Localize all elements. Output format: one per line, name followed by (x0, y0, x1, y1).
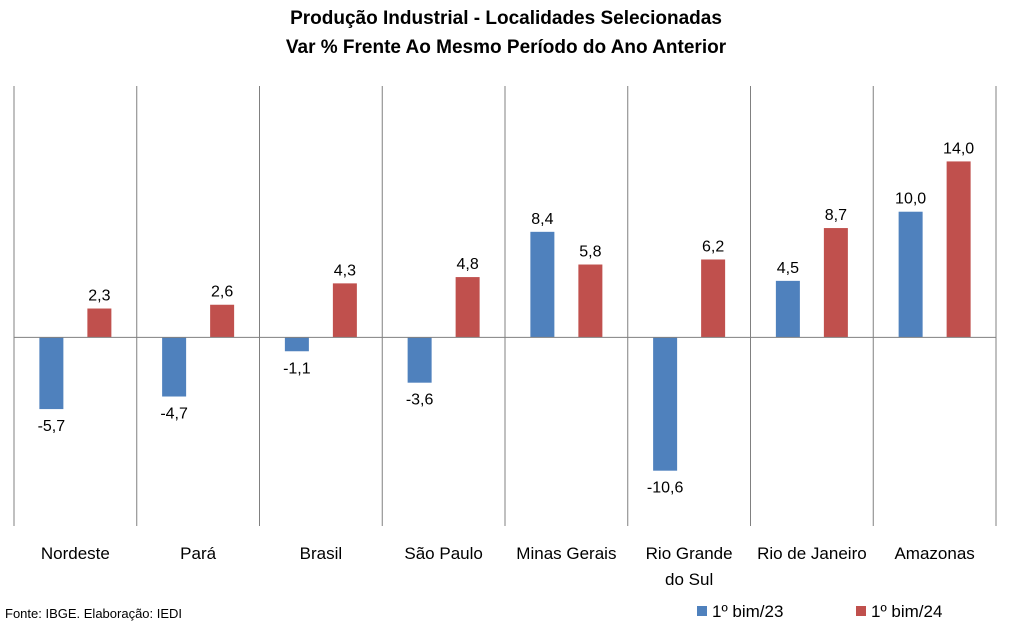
category-label: Amazonas (894, 544, 974, 563)
bar-bim23 (162, 337, 187, 397)
category-separators (13, 86, 997, 526)
data-label: 2,3 (88, 288, 110, 305)
data-label: 8,4 (531, 211, 553, 228)
category-label: Rio de Janeiro (757, 544, 867, 563)
category-label: Brasil (300, 544, 343, 563)
legend-label: 1º bim/23 (712, 602, 783, 621)
data-label: 14,0 (943, 140, 974, 157)
data-label: 5,8 (579, 244, 601, 261)
category-label: Rio Grande (646, 544, 733, 563)
legend-swatch (697, 606, 707, 616)
category-label: Minas Gerais (516, 544, 616, 563)
bar-bim23 (39, 337, 64, 410)
bar-bim23 (653, 337, 678, 471)
bar-bim24 (455, 277, 480, 338)
category-label: Pará (180, 544, 216, 563)
data-label: 2,6 (211, 284, 233, 301)
data-label: 4,8 (457, 256, 479, 273)
category-label: Nordeste (41, 544, 110, 563)
chart-subtitle: Var % Frente Ao Mesmo Período do Ano Ant… (286, 37, 727, 58)
data-label: 8,7 (825, 207, 847, 224)
bar-bim24 (332, 283, 357, 338)
bar-bim23 (898, 211, 923, 338)
bar-bim23 (775, 280, 800, 338)
category-labels: Nordeste Pará Brasil São Paulo Minas Gerais R… (41, 544, 975, 589)
data-label: 10,0 (895, 191, 926, 208)
category-label: São Paulo (404, 544, 482, 563)
bar-bim24 (701, 259, 726, 338)
bar-bim24 (87, 308, 112, 338)
data-label: -3,6 (406, 392, 434, 409)
source-note: Fonte: IBGE. Elaboração: IEDI (5, 606, 182, 621)
data-label: 6,2 (702, 238, 724, 255)
bar-bim24 (578, 264, 603, 338)
bar-bim23 (530, 231, 555, 338)
bar-bim23 (284, 337, 309, 352)
data-labels: -5,7 -4,7 -1,1 -3,6 8,4 -10,6 4,5 10,0 2,3 2,6 4,3… (38, 140, 975, 496)
data-label: -1,1 (283, 360, 311, 377)
data-label: -5,7 (38, 418, 66, 435)
bars (39, 161, 971, 471)
legend-label: 1º bim/24 (871, 602, 942, 621)
data-label: 4,3 (334, 262, 356, 279)
data-label: 4,5 (777, 260, 799, 277)
legend-swatch (856, 606, 866, 616)
data-label: -10,6 (647, 480, 684, 497)
bar-bim23 (407, 337, 432, 383)
data-label: -4,7 (160, 406, 188, 423)
bar-bim24 (823, 228, 848, 338)
legend: 1º bim/23 1º bim/24 (697, 602, 942, 621)
bar-bim24 (946, 161, 971, 338)
chart-title: Produção Industrial - Localidades Seleci… (290, 8, 722, 29)
category-label: do Sul (665, 570, 713, 589)
bar-bim24 (210, 304, 235, 338)
